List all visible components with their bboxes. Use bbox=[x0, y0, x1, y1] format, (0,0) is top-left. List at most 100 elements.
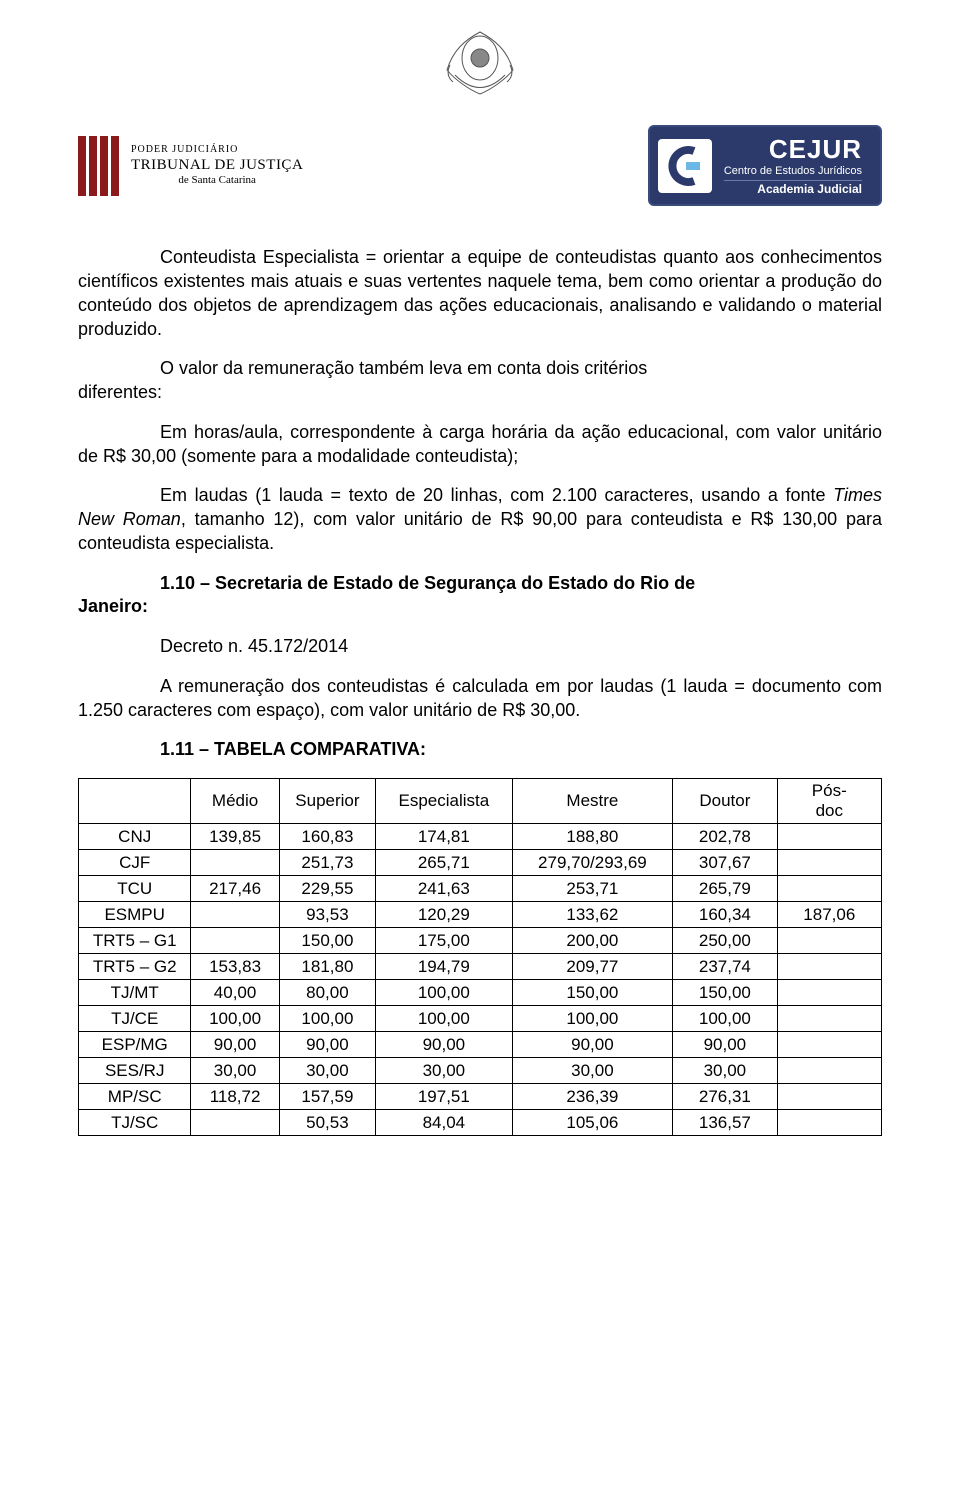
table-header-cell bbox=[79, 779, 191, 824]
table-cell: 276,31 bbox=[673, 1084, 777, 1110]
cejur-name: CEJUR bbox=[724, 135, 862, 165]
table-header-cell: Pós-doc bbox=[777, 779, 881, 824]
table-cell: 90,00 bbox=[673, 1032, 777, 1058]
table-cell: 153,83 bbox=[191, 954, 279, 980]
table-row: TCU217,46229,55241,63253,71265,79 bbox=[79, 876, 882, 902]
table-row: CNJ139,85160,83174,81188,80202,78 bbox=[79, 824, 882, 850]
paragraph-7: A remuneração dos conteudistas é calcula… bbox=[78, 675, 882, 723]
cejur-logo: CEJUR Centro de Estudos Jurídicos Academ… bbox=[648, 125, 882, 206]
table-cell: 237,74 bbox=[673, 954, 777, 980]
tjsc-logo: PODER JUDICIÁRIO TRIBUNAL DE JUSTIÇA de … bbox=[78, 136, 303, 196]
table-cell: 200,00 bbox=[512, 928, 673, 954]
table-cell: 100,00 bbox=[191, 1006, 279, 1032]
table-cell: 181,80 bbox=[279, 954, 375, 980]
table-row: TJ/CE100,00100,00100,00100,00100,00 bbox=[79, 1006, 882, 1032]
table-row-label: TCU bbox=[79, 876, 191, 902]
section-heading-1-11: 1.11 – TABELA COMPARATIVA: bbox=[78, 738, 882, 762]
table-cell: 100,00 bbox=[376, 980, 513, 1006]
table-cell: 100,00 bbox=[512, 1006, 673, 1032]
table-cell: 93,53 bbox=[279, 902, 375, 928]
table-row: TRT5 – G2153,83181,80194,79209,77237,74 bbox=[79, 954, 882, 980]
table-cell bbox=[777, 1084, 881, 1110]
table-cell: 40,00 bbox=[191, 980, 279, 1006]
table-cell: 307,67 bbox=[673, 850, 777, 876]
table-cell: 133,62 bbox=[512, 902, 673, 928]
table-cell bbox=[191, 902, 279, 928]
table-cell: 160,83 bbox=[279, 824, 375, 850]
table-cell bbox=[777, 876, 881, 902]
table-cell bbox=[777, 1110, 881, 1136]
table-header-row: MédioSuperiorEspecialistaMestreDoutorPós… bbox=[79, 779, 882, 824]
table-cell: 136,57 bbox=[673, 1110, 777, 1136]
table-row: SES/RJ30,0030,0030,0030,0030,00 bbox=[79, 1058, 882, 1084]
table-row: TRT5 – G1150,00175,00200,00250,00 bbox=[79, 928, 882, 954]
cejur-sub1: Centro de Estudos Jurídicos bbox=[724, 165, 862, 178]
table-cell: 100,00 bbox=[279, 1006, 375, 1032]
paragraph-4: Em laudas (1 lauda = texto de 20 linhas,… bbox=[78, 484, 882, 555]
cejur-sub2: Academia Judicial bbox=[724, 180, 862, 197]
table-cell: 236,39 bbox=[512, 1084, 673, 1110]
cejur-mark-icon bbox=[658, 139, 712, 193]
table-cell bbox=[777, 1058, 881, 1084]
national-crest-icon bbox=[78, 20, 882, 105]
table-cell bbox=[777, 850, 881, 876]
table-header-cell: Especialista bbox=[376, 779, 513, 824]
table-cell: 150,00 bbox=[279, 928, 375, 954]
table-row-label: SES/RJ bbox=[79, 1058, 191, 1084]
paragraph-2: O valor da remuneração também leva em co… bbox=[78, 357, 882, 405]
table-cell: 100,00 bbox=[673, 1006, 777, 1032]
table-row: ESMPU 93,53120,29133,62160,34187,06 bbox=[79, 902, 882, 928]
table-row: MP/SC118,72157,59197,51236,39276,31 bbox=[79, 1084, 882, 1110]
table-header-cell: Médio bbox=[191, 779, 279, 824]
table-cell bbox=[777, 980, 881, 1006]
paragraph-1: Conteudista Especialista = orientar a eq… bbox=[78, 246, 882, 341]
table-cell bbox=[777, 1006, 881, 1032]
table-row-label: CJF bbox=[79, 850, 191, 876]
table-cell: 80,00 bbox=[279, 980, 375, 1006]
table-cell: 209,77 bbox=[512, 954, 673, 980]
table-cell: 160,34 bbox=[673, 902, 777, 928]
table-cell: 265,79 bbox=[673, 876, 777, 902]
table-cell: 105,06 bbox=[512, 1110, 673, 1136]
table-cell: 50,53 bbox=[279, 1110, 375, 1136]
comparative-table: MédioSuperiorEspecialistaMestreDoutorPós… bbox=[78, 778, 882, 1136]
paragraph-5: 1.10 – Secretaria de Estado de Segurança… bbox=[78, 572, 882, 620]
table-cell: 120,29 bbox=[376, 902, 513, 928]
table-cell: 30,00 bbox=[279, 1058, 375, 1084]
tjsc-line3: de Santa Catarina bbox=[131, 174, 303, 187]
table-cell: 118,72 bbox=[191, 1084, 279, 1110]
table-body: CNJ139,85160,83174,81188,80202,78CJF251,… bbox=[79, 824, 882, 1136]
paragraph-4b: , tamanho 12), com valor unitário de R$ … bbox=[78, 509, 882, 553]
section-heading-1-10: 1.10 – Secretaria de Estado de Segurança… bbox=[160, 573, 695, 593]
table-header-cell: Mestre bbox=[512, 779, 673, 824]
table-row: TJ/SC50,5384,04105,06136,57 bbox=[79, 1110, 882, 1136]
table-cell: 202,78 bbox=[673, 824, 777, 850]
table-row-label: ESMPU bbox=[79, 902, 191, 928]
table-cell: 150,00 bbox=[673, 980, 777, 1006]
table-cell: 188,80 bbox=[512, 824, 673, 850]
table-row: ESP/MG90,0090,0090,0090,0090,00 bbox=[79, 1032, 882, 1058]
table-cell: 100,00 bbox=[376, 1006, 513, 1032]
table-row: CJF251,73265,71279,70/293,69307,67 bbox=[79, 850, 882, 876]
table-row-label: ESP/MG bbox=[79, 1032, 191, 1058]
section-heading-1-10-pre: Janeiro: bbox=[78, 596, 148, 616]
table-header-cell: Superior bbox=[279, 779, 375, 824]
table-cell bbox=[777, 928, 881, 954]
table-cell: 139,85 bbox=[191, 824, 279, 850]
table-cell: 241,63 bbox=[376, 876, 513, 902]
table-row-label: TRT5 – G2 bbox=[79, 954, 191, 980]
tjsc-bars-icon bbox=[78, 136, 119, 196]
table-cell: 197,51 bbox=[376, 1084, 513, 1110]
table-row-label: TJ/SC bbox=[79, 1110, 191, 1136]
table-cell: 90,00 bbox=[376, 1032, 513, 1058]
table-cell bbox=[777, 1032, 881, 1058]
table-cell bbox=[191, 928, 279, 954]
paragraph-6: Decreto n. 45.172/2014 bbox=[78, 635, 882, 659]
logos-row: PODER JUDICIÁRIO TRIBUNAL DE JUSTIÇA de … bbox=[78, 125, 882, 206]
table-row-label: MP/SC bbox=[79, 1084, 191, 1110]
table-row-label: TJ/MT bbox=[79, 980, 191, 1006]
paragraph-4a: Em laudas (1 lauda = texto de 20 linhas,… bbox=[160, 485, 833, 505]
paragraph-2-main: O valor da remuneração também leva em co… bbox=[160, 358, 647, 378]
table-cell: 187,06 bbox=[777, 902, 881, 928]
table-cell: 174,81 bbox=[376, 824, 513, 850]
